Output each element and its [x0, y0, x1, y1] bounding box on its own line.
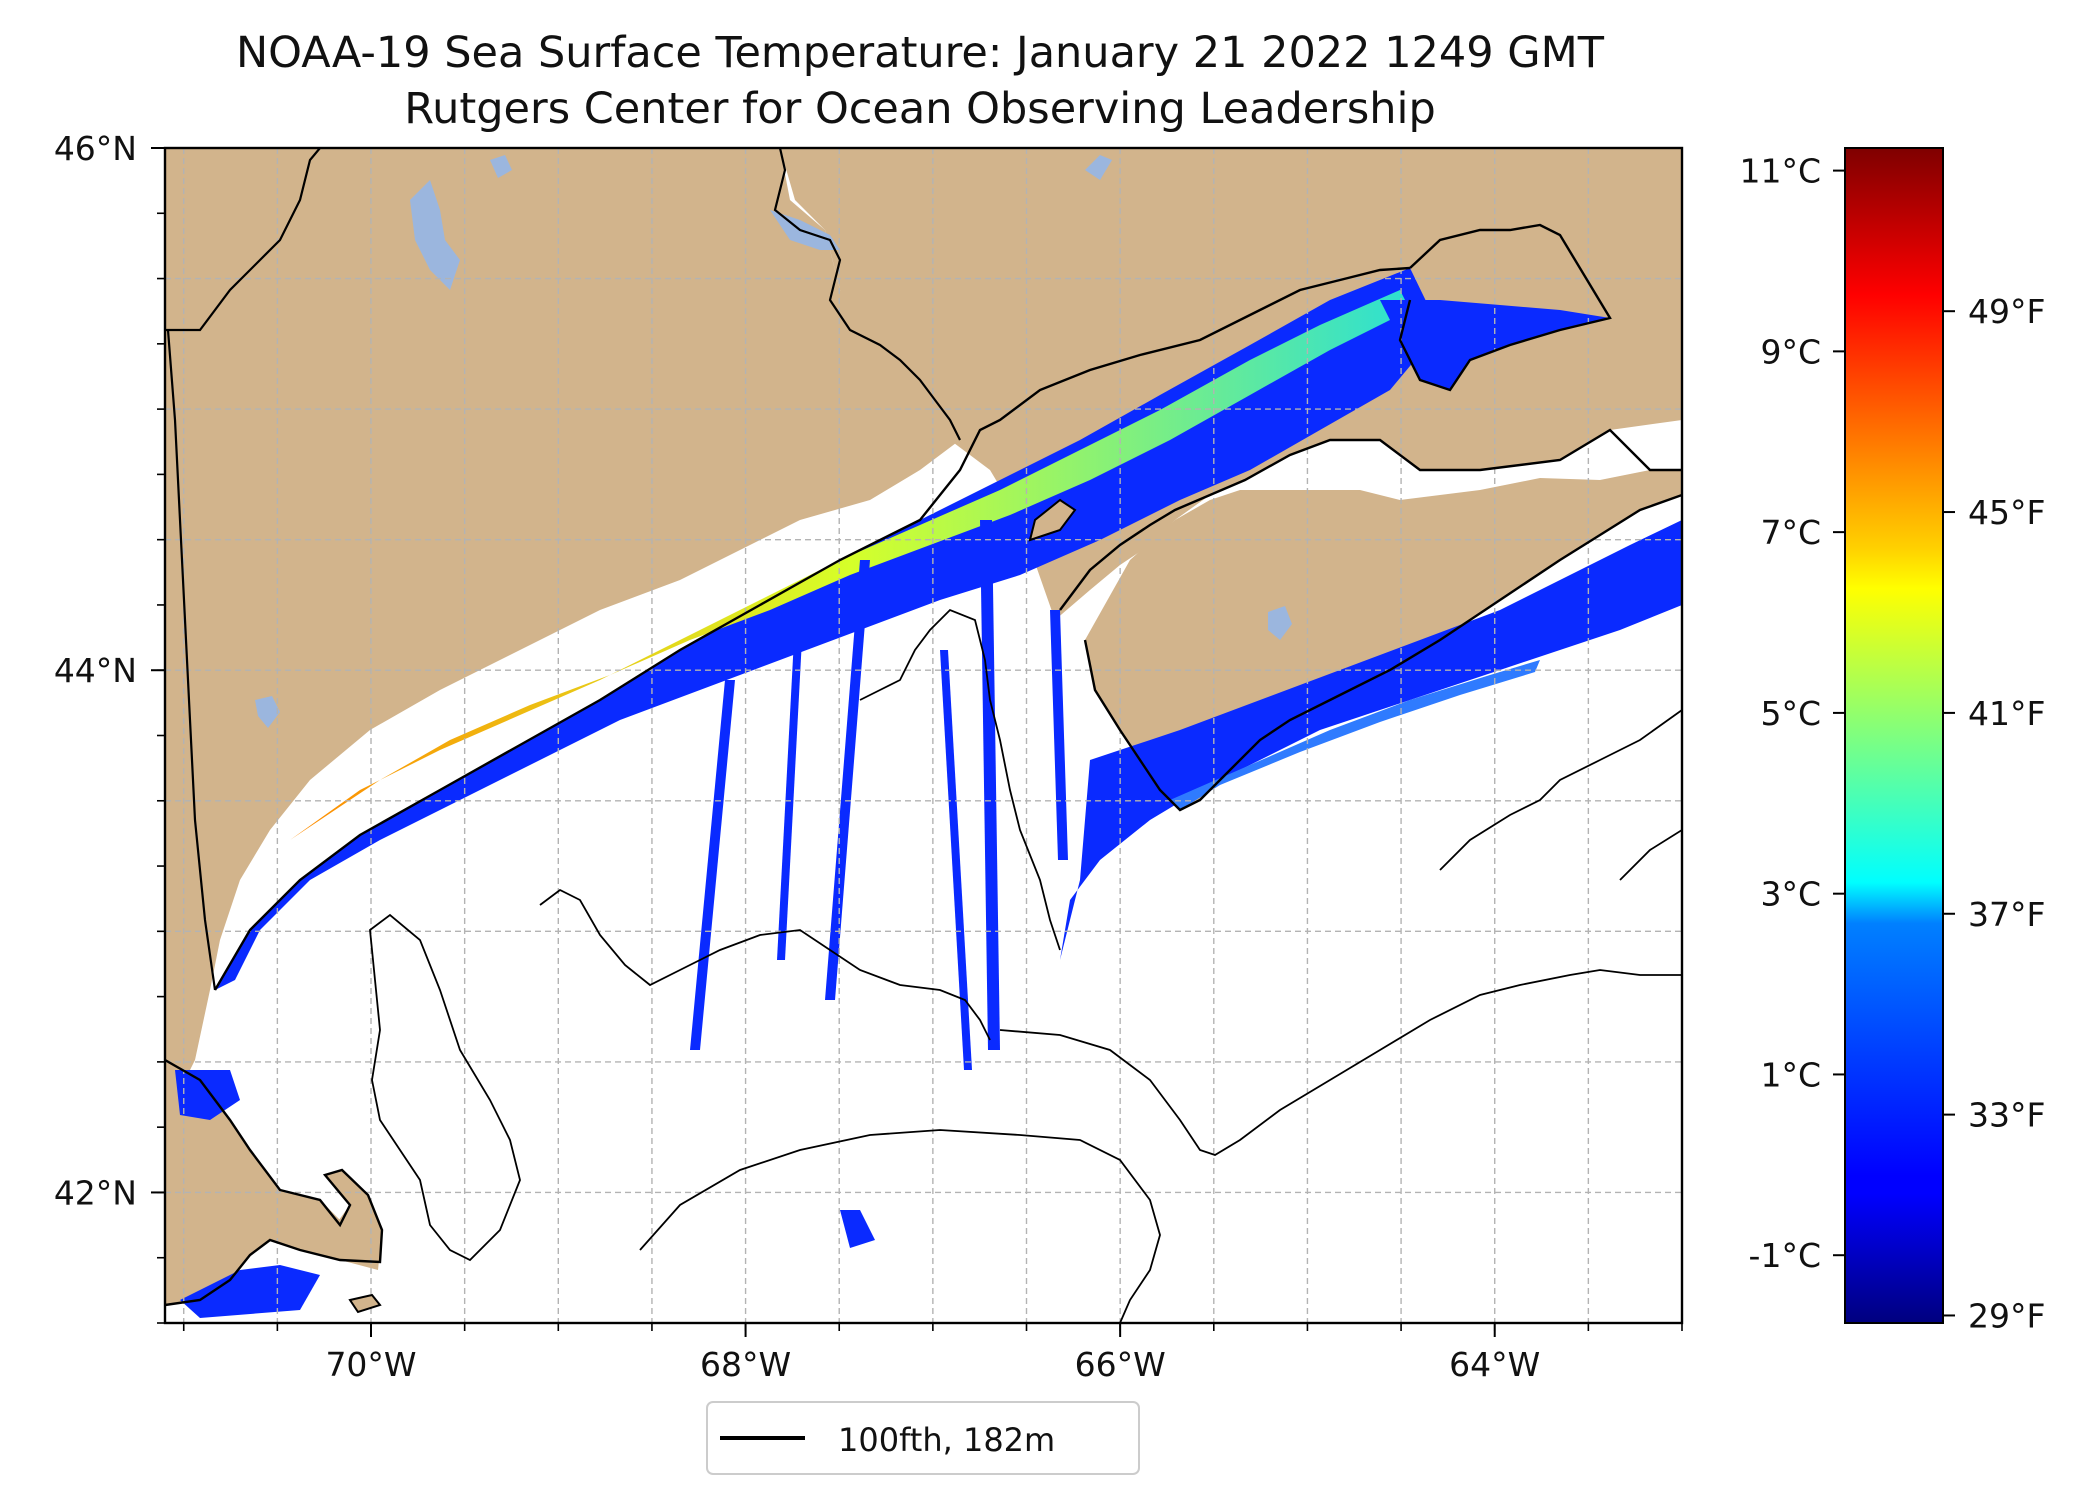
colorbar-celsius-label: 3°C — [1760, 875, 1821, 914]
colorbar — [1844, 147, 1944, 1324]
colorbar-celsius-label: 7°C — [1760, 513, 1821, 552]
colorbar-fahrenheit-label: 45°F — [1968, 493, 2045, 532]
bathymetry-contour-gulf-basin — [539, 888, 991, 1041]
sst-streak-1 — [980, 520, 1000, 1050]
latitude-axis: 46°N 44°N 42°N — [54, 129, 165, 1324]
bathymetry-contour-browns — [1619, 829, 1682, 881]
map-subtitle: Rutgers Center for Ocean Observing Leade… — [404, 84, 1436, 134]
colorbar-fahrenheit-label: 29°F — [1968, 1296, 2045, 1335]
coastline-nova-scotia — [1083, 493, 1682, 812]
colorbar-celsius-label: 11°C — [1739, 152, 1821, 191]
sst-patch-cape — [175, 1070, 240, 1120]
map-title: NOAA-19 Sea Surface Temperature: January… — [236, 28, 1604, 78]
gridlines — [165, 148, 1682, 1323]
lat-tick-label: 42°N — [54, 1173, 137, 1212]
bathymetry-contour-georges-bank — [639, 1129, 1161, 1323]
coastline-fundy-south — [1059, 428, 1682, 611]
coastline-massachusetts — [165, 1058, 384, 1307]
bathymetry-contour-outer-shelf — [999, 969, 1682, 1156]
sst-streak-4 — [690, 680, 735, 1050]
border-maine-new-hampshire — [166, 329, 217, 991]
lon-tick-label: 70°W — [325, 1345, 416, 1384]
longitude-axis: 70°W 68°W 66°W 64°W — [182, 1323, 1683, 1384]
border-quebec — [165, 148, 321, 332]
colorbar-fahrenheit-axis: 49°F 45°F 41°F 37°F 33°F 29°F — [1943, 292, 2045, 1335]
lat-tick-label: 46°N — [54, 129, 137, 168]
island-grand-manan — [1028, 498, 1077, 542]
colorbar-celsius-axis: 11°C 9°C 7°C 5°C 3°C 1°C -1°C — [1739, 152, 1845, 1275]
bathymetry-contour-scotian — [1439, 709, 1682, 871]
colorbar-fahrenheit-label: 41°F — [1968, 694, 2045, 733]
lake-moosehead — [410, 180, 460, 290]
sst-patch-south — [840, 1210, 875, 1248]
sst-nova-scotia-shelf — [1060, 520, 1682, 960]
legend: 100fth, 182m — [706, 1401, 1140, 1475]
lake-top-left — [490, 155, 512, 178]
sst-bay-of-fundy — [1380, 300, 1610, 390]
colorbar-celsius-label: 1°C — [1760, 1055, 1821, 1094]
colorbar-fahrenheit-label: 37°F — [1968, 895, 2045, 934]
colorbar-celsius-label: -1°C — [1749, 1236, 1821, 1275]
lon-tick-label: 68°W — [700, 1345, 791, 1384]
sst-streak-6 — [1050, 610, 1068, 860]
colorbar-celsius-label: 9°C — [1760, 332, 1821, 371]
island-nantucket — [348, 1293, 382, 1314]
coastline-bay-of-fundy — [1398, 223, 1612, 392]
land-maine-new-england — [165, 148, 960, 1180]
lat-tick-label: 44°N — [54, 651, 137, 690]
sst-patch-nantucket — [180, 1265, 320, 1318]
colorbar-fahrenheit-label: 49°F — [1968, 292, 2045, 331]
land-cape-cod — [300, 1170, 382, 1262]
sst-streak-5 — [777, 620, 803, 960]
map-layers — [165, 148, 1682, 1323]
coastline-maine — [213, 266, 1411, 991]
lake-north — [1085, 155, 1112, 180]
sst-swath-warm-band — [290, 290, 1410, 840]
sst-nova-scotia-light — [1170, 660, 1540, 810]
border-maine-new-brunswick — [773, 148, 961, 441]
sst-streak-3 — [940, 650, 972, 1070]
colorbar-celsius-label: 5°C — [1760, 694, 1821, 733]
bathymetry-contour-northeast — [859, 608, 1061, 951]
legend-label: 100fth, 182m — [838, 1421, 1055, 1459]
lake-rossignol — [1268, 606, 1292, 640]
legend-box — [706, 1401, 1140, 1475]
colorbar-fahrenheit-label: 33°F — [1968, 1096, 2045, 1135]
lon-tick-label: 66°W — [1075, 1345, 1166, 1384]
lake-sebago — [255, 696, 280, 728]
bathymetry-contour-100fth — [369, 913, 521, 1262]
lon-tick-label: 64°W — [1449, 1345, 1540, 1384]
